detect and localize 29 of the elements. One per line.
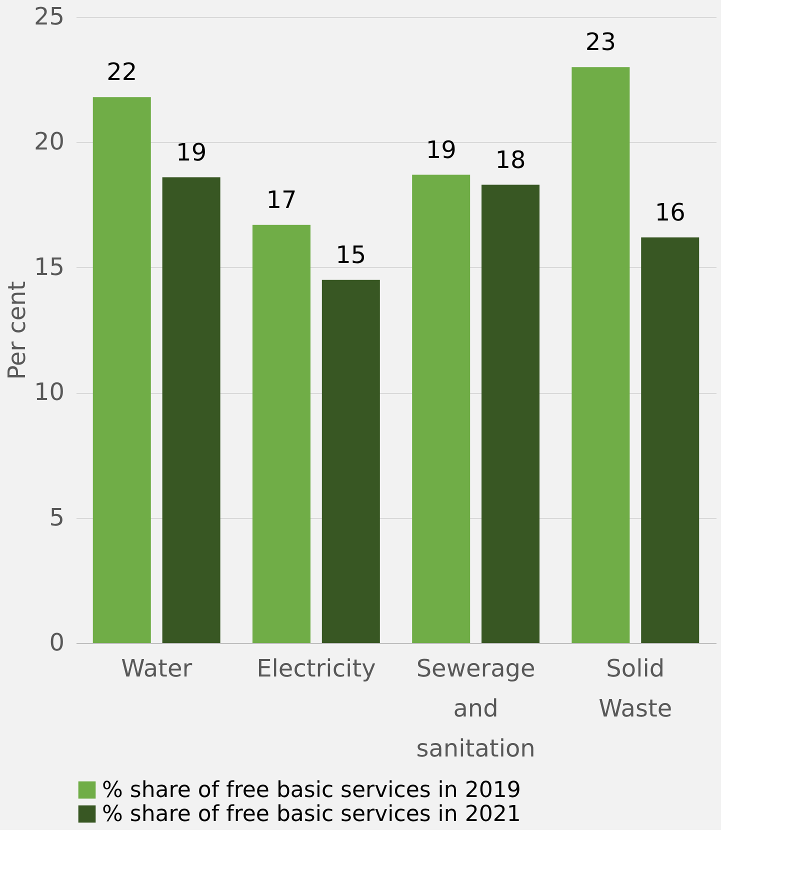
bar <box>162 177 220 643</box>
data-label: 17 <box>266 186 297 214</box>
x-tick-label: Electricity <box>256 654 376 682</box>
bar <box>92 97 151 643</box>
y-tick-label: 0 <box>49 628 64 656</box>
data-label: 23 <box>585 28 616 56</box>
bar <box>322 280 380 643</box>
bar <box>252 224 310 643</box>
y-axis-title: Per cent <box>2 281 31 380</box>
y-tick-label: 15 <box>34 252 64 281</box>
bar <box>482 184 540 643</box>
data-label: 18 <box>495 146 526 174</box>
y-tick-label: 20 <box>34 128 64 156</box>
legend-label: % share of free basic services in 2021 <box>102 802 521 827</box>
bar <box>572 67 630 643</box>
data-label: 16 <box>654 198 686 226</box>
data-label: 22 <box>106 58 138 86</box>
y-tick-label: 25 <box>34 2 64 30</box>
y-tick-label: 10 <box>34 378 64 406</box>
bar <box>641 237 700 643</box>
legend-label: % share of free basic services in 2019 <box>102 778 521 803</box>
bar <box>412 174 470 643</box>
x-tick-label: Solid Waste <box>598 654 672 722</box>
x-tick-label: Water <box>121 654 192 682</box>
data-label: 15 <box>336 240 366 269</box>
x-tick-label: Sewerage and sanitation <box>416 654 536 762</box>
data-label: 19 <box>176 138 207 166</box>
y-tick-label: 5 <box>49 503 64 532</box>
data-label: 19 <box>426 136 456 164</box>
